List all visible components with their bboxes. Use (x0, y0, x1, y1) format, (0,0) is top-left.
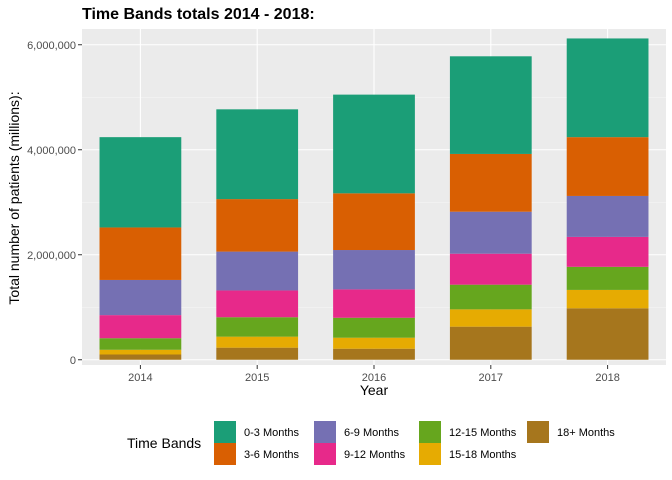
legend-key (214, 421, 236, 443)
bar-2016-9-12-months (333, 289, 415, 318)
bar-2014-3-6-months (99, 227, 182, 280)
legend: Time Bands 0-3 Months 3-6 Months 6-9 Month… (127, 421, 615, 465)
bar-2017-3-6-months (449, 153, 532, 212)
bar-2016-15-18-months (333, 337, 415, 349)
bar-2017-12-15-months (449, 284, 532, 310)
x-tick-label: 2015 (245, 372, 269, 384)
y-tick-label: 2,000,000 (27, 250, 76, 262)
bar-2015-3-6-months (216, 199, 299, 252)
bar-2014-6-9-months (99, 279, 182, 316)
bar-2016-3-6-months (333, 193, 415, 251)
x-tick-label: 2018 (595, 372, 619, 384)
legend-key (419, 443, 441, 465)
x-axis: 2014 2015 2016 2017 2018 (128, 365, 620, 384)
bar-2014-12-15-months (99, 338, 182, 350)
legend-label: 3-6 Months (244, 449, 300, 461)
legend-label: 9-12 Months (344, 449, 406, 461)
bar-2017-9-12-months (449, 253, 532, 285)
bar-2017-0-3-months (449, 56, 532, 154)
legend-key (314, 421, 336, 443)
bar-2016-0-3-months (333, 94, 415, 194)
legend-key (214, 443, 236, 465)
bar-2018-0-3-months (566, 38, 649, 138)
legend-label: 12-15 Months (449, 427, 517, 439)
x-tick-label: 2014 (128, 372, 152, 384)
bar-2015-6-9-months (216, 251, 299, 291)
bar-2015-0-3-months (216, 109, 299, 200)
legend-key (314, 443, 336, 465)
bar-2014-0-3-months (99, 137, 182, 228)
x-axis-label: Year (360, 382, 389, 398)
bar-2018-18-months (566, 308, 649, 360)
bar-2015-9-12-months (216, 290, 299, 318)
legend-label: 18+ Months (557, 427, 615, 439)
y-tick-label: 0 (70, 355, 76, 367)
y-tick-label: 4,000,000 (27, 145, 76, 157)
bar-2015-18-months (216, 347, 299, 360)
bar-2015-15-18-months (216, 336, 299, 348)
bar-2017-15-18-months (449, 309, 532, 327)
legend-key (527, 421, 549, 443)
bar-2014-15-18-months (99, 349, 182, 355)
bar-2018-15-18-months (566, 289, 649, 309)
bar-2017-18-months (449, 326, 532, 360)
x-tick-label: 2017 (479, 372, 503, 384)
bar-2018-12-15-months (566, 266, 649, 290)
bars (99, 38, 649, 360)
bar-2017-6-9-months (449, 211, 532, 254)
bar-2018-9-12-months (566, 236, 649, 267)
y-tick-label: 6,000,000 (27, 40, 76, 52)
legend-title: Time Bands (127, 435, 201, 451)
bar-2016-12-15-months (333, 317, 415, 338)
bar-2015-12-15-months (216, 317, 299, 337)
bar-2016-6-9-months (333, 250, 415, 290)
y-axis-label: Total number of patients (millions): (6, 91, 22, 304)
bar-2014-9-12-months (99, 315, 182, 339)
legend-label: 6-9 Months (344, 427, 400, 439)
legend-label: 0-3 Months (244, 427, 300, 439)
legend-key (419, 421, 441, 443)
chart-title: Time Bands totals 2014 - 2018: (82, 6, 315, 23)
legend-label: 15-18 Months (449, 449, 517, 461)
x-tick-label: 2016 (362, 372, 386, 384)
bar-2018-6-9-months (566, 195, 649, 237)
bar-2014-18-months (99, 354, 182, 360)
bar-2016-18-months (333, 348, 415, 360)
bar-2018-3-6-months (566, 137, 649, 196)
y-axis: 0 2,000,000 4,000,000 6,000,000 (27, 40, 82, 367)
